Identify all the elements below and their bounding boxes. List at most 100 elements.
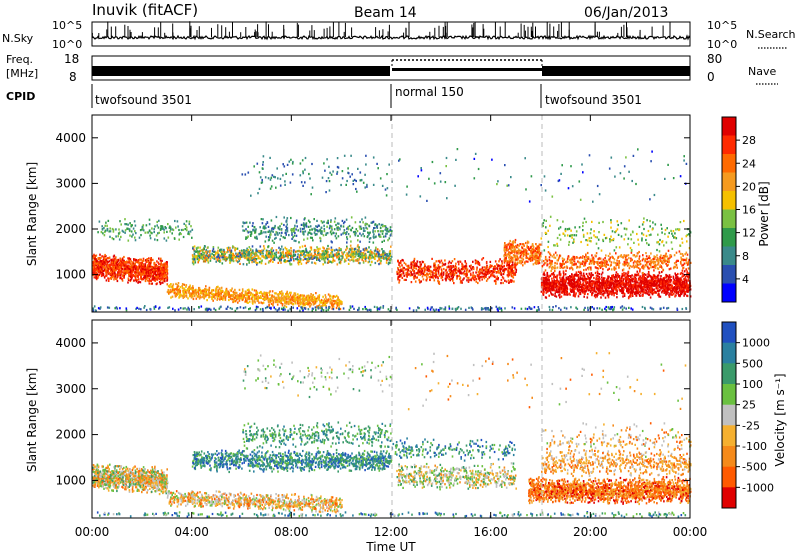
heatmap-cell — [139, 263, 141, 266]
heatmap-cell — [252, 301, 254, 304]
heatmap-cell — [269, 299, 272, 302]
heatmap-cell — [334, 217, 337, 220]
heatmap-cell — [503, 259, 506, 262]
heatmap-cell — [401, 258, 404, 262]
heatmap-cell — [365, 163, 367, 166]
heatmap-cell — [450, 261, 452, 265]
heatmap-cell — [349, 253, 352, 256]
heatmap-cell — [319, 255, 322, 258]
heatmap-cell — [203, 260, 206, 263]
heatmap-cell — [466, 276, 469, 279]
heatmap-cell — [536, 261, 538, 264]
heatmap-cell — [482, 275, 485, 278]
heatmap-cell — [146, 231, 149, 234]
heatmap-cell — [324, 252, 327, 256]
heatmap-cell — [451, 277, 454, 280]
heatmap-cell — [176, 220, 179, 223]
heatmap-cell — [183, 287, 185, 290]
heatmap-cell — [331, 295, 333, 298]
heatmap-cell — [235, 294, 237, 298]
heatmap-cell — [227, 293, 229, 296]
heatmap-cell — [146, 275, 148, 279]
heatmap-cell — [457, 275, 459, 278]
heatmap-cell — [188, 289, 190, 292]
heatmap-cell — [137, 270, 139, 273]
heatmap-cell — [102, 260, 104, 263]
heatmap-cell — [312, 303, 315, 306]
heatmap-cell — [246, 263, 248, 266]
heatmap-cell — [166, 272, 169, 275]
heatmap-cell — [340, 302, 342, 305]
heatmap-cell — [105, 272, 108, 275]
heatmap-cell — [240, 297, 243, 300]
heatmap-cell — [428, 265, 430, 268]
heatmap-cell — [437, 272, 440, 275]
heatmap-cell — [284, 236, 286, 239]
heatmap-cell — [531, 243, 534, 246]
heatmap-cell — [288, 160, 291, 163]
heatmap-cell — [268, 298, 270, 301]
heatmap-cell — [159, 279, 162, 282]
heatmap-cell — [368, 240, 371, 243]
heatmap-cell — [119, 273, 121, 277]
heatmap-cell — [323, 230, 326, 233]
heatmap-cell — [193, 245, 196, 248]
heatmap-cell — [96, 269, 98, 272]
heatmap-cell — [382, 254, 384, 257]
heatmap-cell — [253, 256, 255, 259]
heatmap-cell — [297, 261, 299, 264]
heatmap-cell — [292, 236, 294, 239]
heatmap-cell — [387, 263, 390, 266]
heatmap-cell — [252, 251, 254, 254]
heatmap-cell — [176, 285, 179, 289]
heatmap-cell — [368, 224, 370, 227]
heatmap-cell — [217, 289, 219, 292]
heatmap-cell — [200, 257, 203, 260]
heatmap-cell — [397, 277, 399, 280]
heatmap-cell — [271, 227, 273, 230]
heatmap-cell — [271, 252, 274, 255]
heatmap-cell — [299, 257, 302, 260]
heatmap-cell — [247, 301, 249, 304]
heatmap-cell — [296, 250, 299, 253]
heatmap-cell — [450, 267, 453, 270]
heatmap-cell — [280, 290, 283, 293]
heatmap-cell — [324, 169, 326, 172]
heatmap-cell — [189, 284, 191, 287]
heatmap-cell — [437, 270, 440, 273]
heatmap-cell — [193, 289, 196, 292]
heatmap-cell — [413, 257, 416, 260]
heatmap-cell — [355, 179, 357, 183]
heatmap-cell — [149, 237, 152, 240]
heatmap-cell — [267, 245, 270, 248]
heatmap-cell — [514, 259, 517, 262]
heatmap-cell — [158, 231, 160, 234]
nsky-label: N.Sky — [2, 32, 34, 45]
heatmap-cell — [520, 262, 522, 265]
heatmap-cell — [346, 241, 348, 244]
heatmap-cell — [275, 215, 278, 219]
heatmap-cell — [349, 235, 351, 238]
heatmap-cell — [483, 274, 486, 277]
heatmap-cell — [504, 279, 506, 282]
heatmap-cell — [305, 298, 307, 301]
heatmap-cell — [191, 228, 194, 231]
heatmap-cell — [105, 260, 107, 263]
heatmap-cell — [185, 220, 188, 223]
freq-band-3 — [542, 66, 690, 76]
heatmap-cell — [163, 231, 165, 234]
heatmap-cell — [510, 243, 512, 246]
heatmap-cell — [530, 250, 533, 253]
heatmap-cell — [538, 261, 541, 265]
heatmap-cell — [540, 255, 542, 258]
heatmap-cell — [375, 252, 378, 256]
heatmap-cell — [96, 262, 99, 265]
heatmap-cell — [435, 260, 438, 263]
heatmap-cell — [138, 264, 140, 267]
heatmap-cell — [124, 264, 127, 267]
heatmap-cell — [488, 276, 491, 279]
heatmap-cell — [120, 260, 123, 264]
heatmap-cell — [434, 262, 436, 265]
heatmap-cell — [258, 261, 261, 264]
heatmap-cell — [515, 246, 518, 249]
